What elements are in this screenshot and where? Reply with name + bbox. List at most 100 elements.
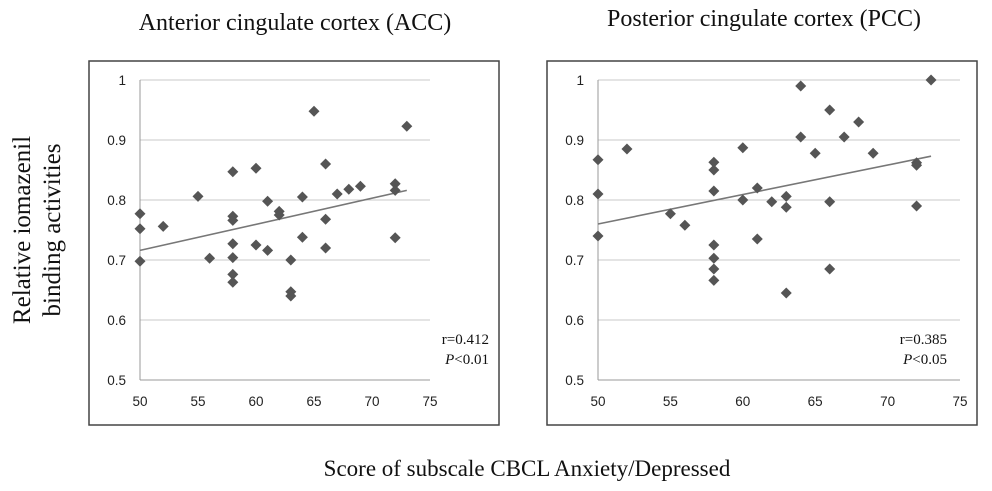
pcc-p-threshold: <0.05 (912, 352, 947, 368)
acc-point-31 (389, 178, 401, 190)
pcc-point-2 (592, 230, 604, 242)
pcc-chart-panel: Posterior cingulate cortex (PCC) 0.5 0.6 0… (546, 6, 978, 426)
acc-point-0 (134, 208, 146, 220)
acc-points (134, 105, 413, 302)
pcc-point-19 (780, 201, 792, 213)
acc-point-24 (308, 105, 320, 117)
pcc-chart-title: Posterior cingulate cortex (PCC) (607, 6, 921, 32)
acc-point-18 (273, 209, 285, 221)
pcc-r-value: r=0.385 (900, 332, 947, 348)
pcc-point-33 (925, 74, 937, 86)
pcc-p-value: P<0.05 (902, 352, 947, 368)
pcc-xtick-75: 75 (952, 394, 967, 409)
acc-point-23 (296, 231, 308, 243)
acc-ytick-0.6: 0.6 (107, 313, 126, 328)
pcc-trendline-group (597, 155, 932, 225)
acc-p-symbol: P (444, 352, 454, 368)
pcc-point-21 (795, 80, 807, 92)
acc-point-5 (204, 252, 216, 264)
acc-xtick-50: 50 (132, 394, 147, 409)
pcc-point-27 (838, 131, 850, 143)
pcc-point-6 (708, 156, 720, 168)
pcc-point-9 (708, 239, 720, 251)
pcc-point-11 (708, 263, 720, 275)
pcc-ytick-0.6: 0.6 (565, 313, 584, 328)
pcc-point-18 (780, 190, 792, 202)
pcc-tick-labels: 0.5 0.6 0.7 0.8 0.9 1 50 55 60 65 70 75 (565, 73, 967, 409)
pcc-point-15 (751, 182, 763, 194)
pcc-xtick-60: 60 (735, 394, 750, 409)
pcc-point-17 (766, 196, 778, 208)
acc-ytick-0.5: 0.5 (107, 373, 126, 388)
pcc-point-14 (737, 194, 749, 206)
acc-point-16 (262, 244, 274, 256)
acc-point-21 (285, 290, 297, 302)
acc-point-28 (331, 188, 343, 200)
pcc-ytick-0.8: 0.8 (565, 193, 584, 208)
acc-p-value: P<0.01 (444, 352, 489, 368)
acc-ytick-1: 1 (118, 73, 126, 88)
pcc-point-8 (708, 185, 720, 197)
acc-point-8 (227, 214, 239, 226)
pcc-point-24 (824, 104, 836, 116)
acc-point-29 (343, 183, 355, 195)
acc-point-4 (192, 190, 204, 202)
pcc-ytick-0.9: 0.9 (565, 133, 584, 148)
acc-r-value: r=0.412 (442, 332, 489, 348)
pcc-point-13 (737, 142, 749, 154)
acc-trendline-group (139, 189, 407, 252)
pcc-trendline (597, 155, 932, 225)
pcc-point-25 (824, 196, 836, 208)
acc-point-13 (250, 162, 262, 174)
acc-xtick-75: 75 (422, 394, 437, 409)
pcc-point-12 (708, 274, 720, 286)
y-axis-label-line1: Relative iomazenil (9, 136, 36, 324)
pcc-xtick-65: 65 (808, 394, 823, 409)
pcc-grid (598, 79, 960, 321)
acc-point-27 (320, 242, 332, 254)
acc-point-22 (296, 191, 308, 203)
pcc-ytick-0.5: 0.5 (565, 373, 584, 388)
acc-xtick-65: 65 (306, 394, 321, 409)
pcc-point-32 (911, 200, 923, 212)
acc-point-6 (227, 166, 239, 178)
acc-point-33 (389, 232, 401, 244)
pcc-point-4 (664, 208, 676, 220)
acc-ytick-0.9: 0.9 (107, 133, 126, 148)
acc-grid (140, 79, 430, 321)
acc-point-15 (262, 195, 274, 207)
pcc-point-28 (853, 116, 865, 128)
acc-trendline (139, 189, 407, 252)
acc-ytick-0.8: 0.8 (107, 193, 126, 208)
x-axis-label: Score of subscale CBCL Anxiety/Depressed (324, 456, 731, 481)
pcc-point-16 (751, 233, 763, 245)
acc-point-11 (227, 268, 239, 280)
acc-chart-frame (88, 60, 500, 426)
acc-point-26 (320, 213, 332, 225)
pcc-axes (597, 80, 960, 381)
acc-tick-labels: 0.5 0.6 0.7 0.8 0.9 1 50 55 60 65 70 75 (107, 73, 437, 409)
pcc-point-20 (780, 287, 792, 299)
acc-point-34 (401, 120, 413, 132)
acc-xtick-60: 60 (248, 394, 263, 409)
acc-point-2 (134, 255, 146, 267)
pcc-point-10 (708, 252, 720, 264)
y-axis-label: Relative iomazenil binding activities (9, 136, 66, 324)
pcc-p-symbol: P (902, 352, 912, 368)
acc-xtick-55: 55 (190, 394, 205, 409)
pcc-point-7 (708, 164, 720, 176)
acc-point-30 (354, 180, 366, 192)
pcc-xtick-55: 55 (663, 394, 678, 409)
acc-point-1 (134, 223, 146, 235)
pcc-point-23 (809, 147, 821, 159)
pcc-point-3 (621, 143, 633, 155)
pcc-point-31 (911, 159, 923, 171)
pcc-point-29 (867, 147, 879, 159)
acc-point-25 (320, 158, 332, 170)
acc-xtick-70: 70 (364, 394, 379, 409)
pcc-point-0 (592, 154, 604, 166)
y-axis-label-line2: binding activities (39, 144, 66, 317)
acc-point-14 (250, 239, 262, 251)
acc-point-10 (227, 252, 239, 264)
